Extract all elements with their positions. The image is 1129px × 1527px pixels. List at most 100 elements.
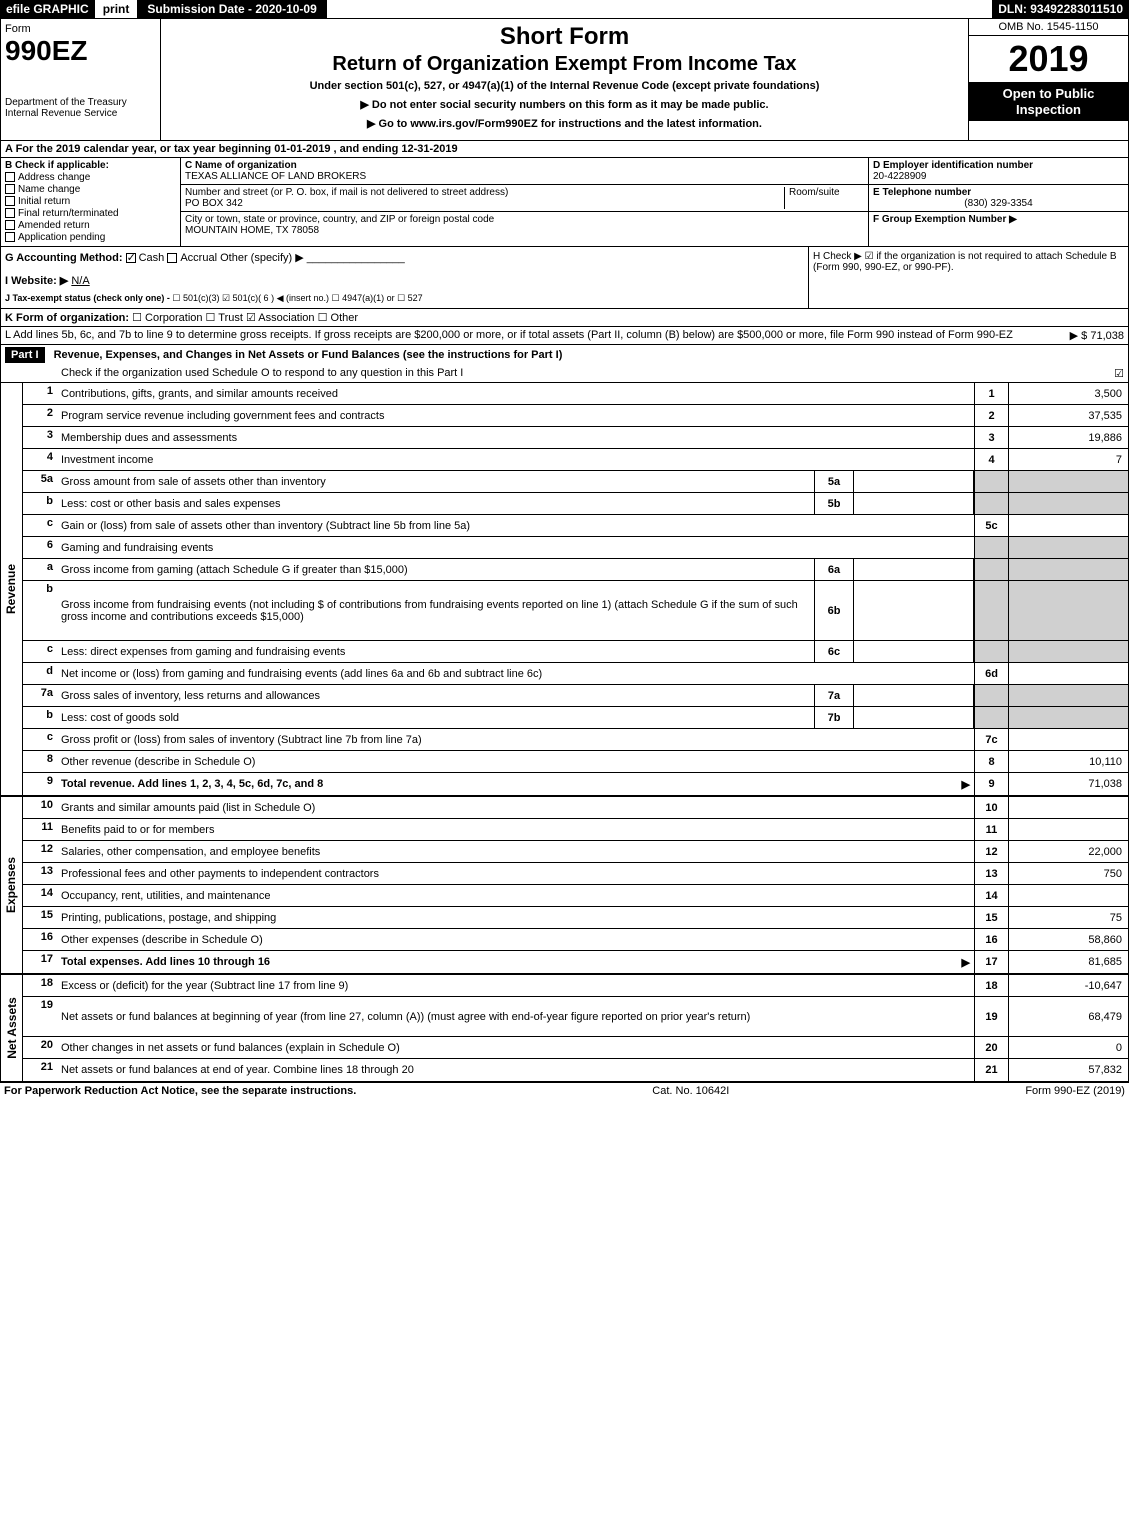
part-1-check-text: Check if the organization used Schedule … <box>61 367 463 380</box>
footer-right: Form 990-EZ (2019) <box>1025 1085 1125 1097</box>
section-k-label: K Form of organization: <box>5 312 129 324</box>
l10-rnum: 10 <box>974 797 1008 818</box>
expenses-vtab: Expenses <box>1 797 23 973</box>
section-k: K Form of organization: ☐ Corporation ☐ … <box>0 309 1129 327</box>
chk-accrual[interactable] <box>167 253 177 263</box>
section-b: B Check if applicable: Address change Na… <box>1 158 181 246</box>
group-label: F Group Exemption Number ▶ <box>873 214 1017 225</box>
l3-val: 19,886 <box>1008 427 1128 448</box>
l6c-num: c <box>23 641 57 662</box>
l16-rnum: 16 <box>974 929 1008 950</box>
l6a-desc: Gross income from gaming (attach Schedul… <box>57 559 814 580</box>
chk-initial[interactable] <box>5 196 15 206</box>
short-form-title: Short Form <box>169 23 960 51</box>
l5b-sub: 5b <box>814 493 854 514</box>
l5c-rnum: 5c <box>974 515 1008 536</box>
l6-desc: Gaming and fundraising events <box>57 537 974 558</box>
l6d-rnum: 6d <box>974 663 1008 684</box>
l18-rnum: 18 <box>974 975 1008 996</box>
l5c-desc: Gain or (loss) from sale of assets other… <box>57 515 974 536</box>
l7b-num: b <box>23 707 57 728</box>
l7a-num: 7a <box>23 685 57 706</box>
l14-desc: Occupancy, rent, utilities, and maintena… <box>57 885 974 906</box>
section-g-label: G Accounting Method: <box>5 252 123 264</box>
l7b-desc: Less: cost of goods sold <box>57 707 814 728</box>
chk-pending[interactable] <box>5 232 15 242</box>
l12-num: 12 <box>23 841 57 862</box>
l7c-num: c <box>23 729 57 750</box>
sections-gh: G Accounting Method: Cash Accrual Other … <box>0 247 1129 309</box>
submission-date: Submission Date - 2020-10-09 <box>137 0 326 18</box>
section-def: D Employer identification number 20-4228… <box>868 158 1128 246</box>
l16-num: 16 <box>23 929 57 950</box>
l15-rnum: 15 <box>974 907 1008 928</box>
l13-num: 13 <box>23 863 57 884</box>
accrual-label: Accrual <box>180 252 217 264</box>
section-l: L Add lines 5b, 6c, and 7b to line 9 to … <box>0 327 1129 345</box>
l1-desc: Contributions, gifts, grants, and simila… <box>57 383 974 404</box>
print-link[interactable]: print <box>95 0 138 18</box>
ein: 20-4228909 <box>873 171 1124 182</box>
l9-rnum: 9 <box>974 773 1008 795</box>
l2-rnum: 2 <box>974 405 1008 426</box>
chk-cash[interactable] <box>126 253 136 263</box>
omb-number: OMB No. 1545-1150 <box>969 19 1128 36</box>
l18-num: 18 <box>23 975 57 996</box>
l13-desc: Professional fees and other payments to … <box>57 863 974 884</box>
l21-desc: Net assets or fund balances at end of ye… <box>57 1059 974 1081</box>
goto-notice[interactable]: ▶ Go to www.irs.gov/Form990EZ for instru… <box>169 117 960 130</box>
section-l-text: L Add lines 5b, 6c, and 7b to line 9 to … <box>5 329 1070 342</box>
l6b-num: b <box>23 581 57 640</box>
part-1-badge: Part I <box>5 347 45 363</box>
website: N/A <box>71 275 89 287</box>
l1-num: 1 <box>23 383 57 404</box>
page-footer: For Paperwork Reduction Act Notice, see … <box>0 1082 1129 1099</box>
l13-val: 750 <box>1008 863 1128 884</box>
l16-val: 58,860 <box>1008 929 1128 950</box>
l14-num: 14 <box>23 885 57 906</box>
tel-label: E Telephone number <box>873 187 1124 198</box>
tel: (830) 329-3354 <box>873 198 1124 209</box>
part-1-header: Part I Revenue, Expenses, and Changes in… <box>0 345 1129 383</box>
l19-val: 68,479 <box>1008 997 1128 1036</box>
efile-link[interactable]: efile GRAPHIC <box>0 0 95 18</box>
form-label: Form <box>5 23 156 35</box>
street-label: Number and street (or P. O. box, if mail… <box>185 187 784 198</box>
l5a-desc: Gross amount from sale of assets other t… <box>57 471 814 492</box>
l2-val: 37,535 <box>1008 405 1128 426</box>
l5c-num: c <box>23 515 57 536</box>
l17-num: 17 <box>23 951 57 973</box>
dept-treasury: Department of the Treasury <box>5 97 156 108</box>
l5b-num: b <box>23 493 57 514</box>
l11-desc: Benefits paid to or for members <box>57 819 974 840</box>
l7a-sub: 7a <box>814 685 854 706</box>
l6a-sub: 6a <box>814 559 854 580</box>
top-bar: efile GRAPHIC print Submission Date - 20… <box>0 0 1129 19</box>
city: MOUNTAIN HOME, TX 78058 <box>185 225 864 236</box>
l17-rnum: 17 <box>974 951 1008 973</box>
l15-val: 75 <box>1008 907 1128 928</box>
ssn-notice: ▶ Do not enter social security numbers o… <box>169 98 960 111</box>
l9-val: 71,038 <box>1008 773 1128 795</box>
chk-name[interactable] <box>5 184 15 194</box>
l21-rnum: 21 <box>974 1059 1008 1081</box>
l6a-num: a <box>23 559 57 580</box>
chk-final[interactable] <box>5 208 15 218</box>
section-j-label: J Tax-exempt status (check only one) - <box>5 293 170 303</box>
l6c-sub: 6c <box>814 641 854 662</box>
l4-val: 7 <box>1008 449 1128 470</box>
l11-num: 11 <box>23 819 57 840</box>
l4-rnum: 4 <box>974 449 1008 470</box>
l12-desc: Salaries, other compensation, and employ… <box>57 841 974 862</box>
part-1-checkbox[interactable]: ☑ <box>1114 367 1124 380</box>
section-a: A For the 2019 calendar year, or tax yea… <box>0 141 1129 158</box>
l10-desc: Grants and similar amounts paid (list in… <box>57 797 974 818</box>
l6c-desc: Less: direct expenses from gaming and fu… <box>57 641 814 662</box>
l20-rnum: 20 <box>974 1037 1008 1058</box>
tax-year: 2019 <box>969 36 1128 82</box>
chk-address[interactable] <box>5 172 15 182</box>
l14-rnum: 14 <box>974 885 1008 906</box>
irs-label: Internal Revenue Service <box>5 108 156 119</box>
chk-amended[interactable] <box>5 220 15 230</box>
section-h: H Check ▶ ☑ if the organization is not r… <box>808 247 1128 308</box>
